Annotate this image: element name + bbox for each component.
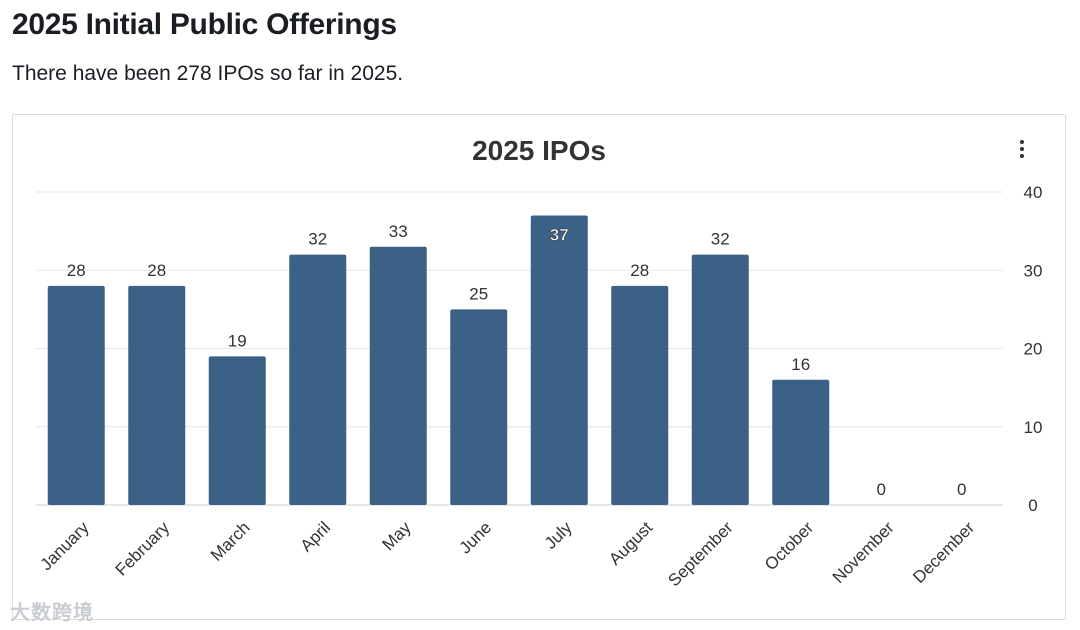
- y-tick-label: 0: [1028, 496, 1037, 515]
- x-tick-label: February: [112, 518, 174, 580]
- bar-july[interactable]: [530, 215, 588, 505]
- data-label: 28: [630, 261, 649, 280]
- data-label: 32: [711, 230, 730, 249]
- x-tick-label: November: [829, 518, 898, 587]
- y-tick-label: 30: [1024, 261, 1043, 280]
- grid: [36, 191, 1003, 506]
- data-label: 28: [67, 261, 86, 280]
- chart-title: 2025 IPOs: [472, 135, 606, 166]
- x-axis-labels: January February March April May June July Augu…: [36, 518, 978, 591]
- data-label: 25: [469, 284, 488, 303]
- page-title: 2025 Initial Public Offerings: [12, 8, 397, 41]
- x-tick-label: October: [761, 518, 817, 574]
- data-label: 28: [147, 261, 166, 280]
- bar-june[interactable]: [450, 309, 508, 505]
- chart-menu-button[interactable]: [1007, 134, 1037, 164]
- ipo-summary: There have been 278 IPOs so far in 2025.: [12, 62, 404, 85]
- x-tick-label: August: [605, 518, 656, 569]
- data-label: 16: [791, 355, 810, 374]
- bar-september[interactable]: [691, 254, 749, 505]
- x-tick-label: May: [379, 518, 415, 554]
- y-tick-label: 40: [1024, 183, 1043, 202]
- y-tick-label: 10: [1024, 418, 1043, 437]
- bar-august[interactable]: [611, 285, 669, 505]
- x-tick-label: December: [909, 518, 978, 587]
- y-axis-labels: 0 10 20 30 40: [1024, 183, 1043, 515]
- data-labels: 28 28 19 32 33 25 37 28 32 16 0 0: [67, 222, 967, 499]
- x-tick-label: January: [36, 518, 93, 575]
- watermark: 大数跨境: [10, 602, 94, 624]
- x-tick-label: July: [541, 518, 576, 553]
- bar-march[interactable]: [208, 356, 266, 505]
- x-tick-label: April: [297, 518, 334, 555]
- bar-february[interactable]: [128, 285, 186, 505]
- x-tick-label: September: [664, 518, 736, 590]
- x-tick-label: June: [456, 518, 496, 558]
- data-label: 37: [550, 225, 569, 244]
- data-label: 19: [228, 331, 247, 350]
- bar-october[interactable]: [772, 379, 830, 505]
- bar-april[interactable]: [289, 254, 347, 505]
- bars: [47, 215, 830, 505]
- data-label: 0: [957, 480, 966, 499]
- x-tick-label: March: [207, 518, 254, 565]
- bar-january[interactable]: [47, 285, 105, 505]
- data-label: 32: [308, 230, 327, 249]
- y-tick-label: 20: [1024, 340, 1043, 359]
- bar-may[interactable]: [369, 246, 427, 505]
- data-label: 0: [877, 480, 886, 499]
- data-label: 33: [389, 222, 408, 241]
